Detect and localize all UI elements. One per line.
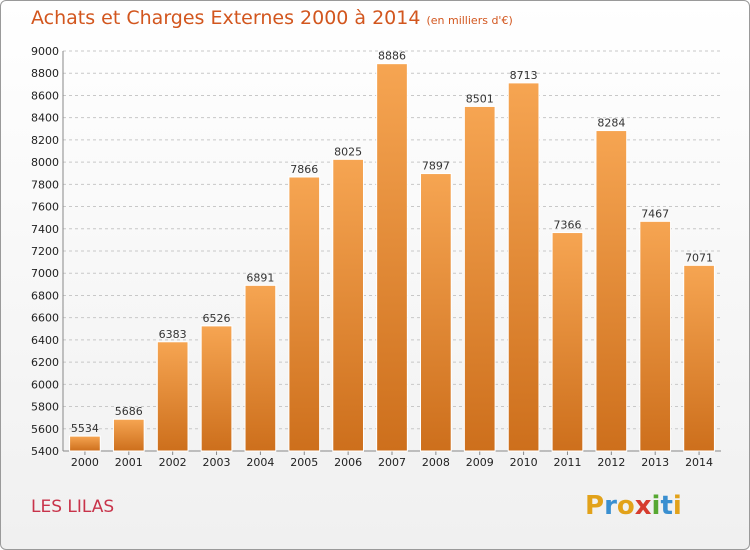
value-label-2012: 8284 xyxy=(597,117,625,130)
y-tick-label: 6000 xyxy=(31,378,59,391)
bar-2009 xyxy=(463,105,496,452)
y-tick-label: 9000 xyxy=(31,45,59,58)
bar-2012 xyxy=(595,130,628,452)
logo-letter: i xyxy=(672,491,682,521)
y-tick-label: 8000 xyxy=(31,156,59,169)
value-label-2013: 7467 xyxy=(641,207,669,220)
y-tick-label: 7600 xyxy=(31,201,59,214)
bar-2004 xyxy=(244,284,277,452)
value-label-2003: 6526 xyxy=(203,312,231,325)
value-label-2001: 5686 xyxy=(115,405,143,418)
value-label-2002: 6383 xyxy=(159,328,187,341)
x-tick-label-2010: 2010 xyxy=(510,456,538,469)
y-tick-label: 7000 xyxy=(31,267,59,280)
y-tick-label: 5800 xyxy=(31,401,59,414)
logo-letter: P xyxy=(585,491,605,521)
x-tick-label-2013: 2013 xyxy=(641,456,669,469)
bar-2011 xyxy=(551,232,584,452)
value-label-2011: 7366 xyxy=(553,219,581,232)
y-tick-label: 6400 xyxy=(31,334,59,347)
y-tick-label: 8400 xyxy=(31,112,59,125)
city-name: LES LILAS xyxy=(31,497,115,517)
y-tick-label: 8800 xyxy=(31,67,59,80)
y-tick-label: 6600 xyxy=(31,312,59,325)
x-tick-label-2000: 2000 xyxy=(71,456,99,469)
bar-2008 xyxy=(420,173,452,452)
logo-letter: x xyxy=(634,491,652,521)
x-tick-label-2014: 2014 xyxy=(685,456,713,469)
logo-letter: i xyxy=(651,491,661,521)
x-tick-label-2011: 2011 xyxy=(553,456,581,469)
value-label-2007: 8886 xyxy=(378,50,406,63)
bar-2001 xyxy=(112,418,145,452)
y-tick-label: 6200 xyxy=(31,356,59,369)
x-tick-label-2006: 2006 xyxy=(334,456,362,469)
y-tick-label: 8200 xyxy=(31,134,59,147)
x-tick-label-2007: 2007 xyxy=(378,456,406,469)
value-label-2008: 7897 xyxy=(422,160,450,173)
y-tick-label: 7200 xyxy=(31,245,59,258)
bars xyxy=(69,63,715,452)
bar-2007 xyxy=(376,63,408,452)
bar-2005 xyxy=(288,176,321,452)
axes: 5400 5600 5800 6000 6200 6400 6600 6800 7000 7200… xyxy=(31,45,721,469)
chart-unit: (en milliers d'€) xyxy=(426,14,513,27)
x-tick-label-2008: 2008 xyxy=(422,456,450,469)
x-tick-label-2005: 2005 xyxy=(290,456,318,469)
x-tick-label-2003: 2003 xyxy=(203,456,231,469)
bar-2013 xyxy=(639,220,672,452)
value-label-2009: 8501 xyxy=(466,92,494,105)
logo-letter: t xyxy=(660,491,673,521)
value-label-2005: 7866 xyxy=(290,163,318,176)
bar-2014 xyxy=(683,264,715,452)
bar-2000 xyxy=(69,435,101,452)
proxiti-logo: Proxiti xyxy=(585,491,682,521)
chart-title: Achats et Charges Externes 2000 à 2014 (e… xyxy=(31,7,513,29)
value-label-2004: 6891 xyxy=(246,271,274,284)
y-tick-label: 6800 xyxy=(31,289,59,302)
y-tick-label: 8600 xyxy=(31,89,59,102)
bar-2010 xyxy=(507,82,540,452)
y-tick-label: 5600 xyxy=(31,423,59,436)
logo-letter: r xyxy=(604,491,617,521)
value-labels: 5534 5686 6383 6526 6891 7866 8025 8886 7897 8501… xyxy=(71,50,713,435)
x-tick-label-2009: 2009 xyxy=(466,456,494,469)
x-tick-label-2001: 2001 xyxy=(115,456,143,469)
x-tick-label-2004: 2004 xyxy=(246,456,274,469)
y-tick-label: 7800 xyxy=(31,178,59,191)
x-tick-label-2012: 2012 xyxy=(597,456,625,469)
value-label-2010: 8713 xyxy=(510,69,538,82)
x-tick-label-2002: 2002 xyxy=(159,456,187,469)
value-label-2014: 7071 xyxy=(685,251,713,264)
value-label-2006: 8025 xyxy=(334,145,362,158)
y-tick-label: 7400 xyxy=(31,223,59,236)
logo-letter: o xyxy=(616,491,635,521)
bar-2006 xyxy=(332,158,364,452)
bar-2003 xyxy=(200,325,233,452)
y-tick-label: 5400 xyxy=(31,445,59,458)
bar-2002 xyxy=(156,341,189,452)
value-label-2000: 5534 xyxy=(71,422,99,435)
